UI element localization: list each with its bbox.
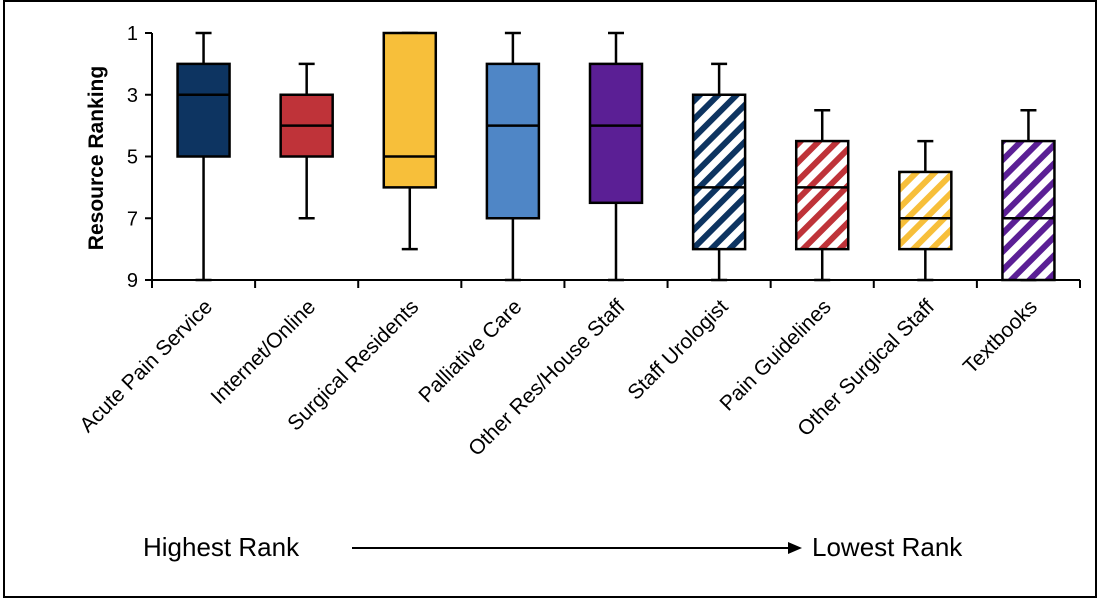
y-tick-label: 1 — [127, 23, 138, 45]
box-7 — [794, 108, 850, 282]
box-iqr — [898, 170, 953, 251]
box-9 — [1001, 108, 1056, 282]
y-axis-title: Resource Ranking — [85, 66, 108, 250]
rank-direction-arrow-head — [788, 542, 802, 554]
category-label: Palliative Care — [414, 295, 526, 407]
category-label: Textbooks — [959, 295, 1042, 378]
lowest-rank-label: Lowest Rank — [812, 532, 963, 562]
y-tick-label: 5 — [127, 147, 138, 169]
box-iqr — [176, 62, 231, 158]
box-iqr — [691, 93, 747, 251]
box-2 — [279, 62, 334, 220]
y-tick-label: 9 — [127, 270, 138, 292]
highest-rank-label: Highest Rank — [143, 532, 300, 562]
y-tick-label: 3 — [127, 85, 138, 107]
category-label: Internet/Online — [207, 295, 321, 409]
box-iqr — [1001, 139, 1056, 282]
box-4 — [485, 31, 541, 282]
category-labels: Acute Pain ServiceInternet/OnlineSurgica… — [75, 295, 1042, 460]
box-6 — [691, 62, 747, 282]
box-iqr — [382, 31, 438, 189]
box-1 — [176, 31, 231, 282]
box-iqr — [794, 139, 850, 251]
box-series — [176, 31, 1056, 282]
y-tick-label: 7 — [127, 208, 138, 230]
box-iqr — [485, 62, 541, 220]
category-label: Staff Urologist — [623, 295, 732, 404]
box-8 — [898, 139, 953, 282]
box-3 — [382, 31, 438, 251]
category-label: Pain Guidelines — [715, 295, 835, 415]
box-iqr — [588, 62, 644, 205]
box-5 — [588, 31, 644, 282]
category-label: Acute Pain Service — [75, 295, 217, 437]
